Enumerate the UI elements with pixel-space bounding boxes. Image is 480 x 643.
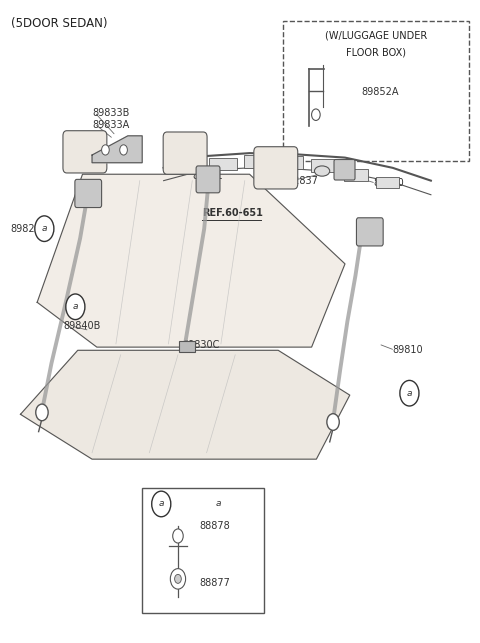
Text: 32837: 32837: [288, 176, 319, 186]
Bar: [244, 155, 270, 168]
Circle shape: [35, 216, 54, 242]
Bar: [180, 341, 195, 352]
FancyBboxPatch shape: [254, 147, 298, 189]
Circle shape: [312, 109, 320, 120]
Polygon shape: [37, 174, 345, 347]
Bar: [209, 158, 237, 170]
Circle shape: [120, 145, 127, 155]
FancyBboxPatch shape: [357, 218, 383, 246]
Circle shape: [175, 574, 181, 583]
Circle shape: [36, 404, 48, 421]
Circle shape: [152, 491, 171, 517]
Text: 89852A: 89852A: [362, 87, 399, 97]
FancyBboxPatch shape: [196, 166, 220, 193]
Bar: [311, 159, 336, 172]
Text: 89810: 89810: [393, 345, 423, 356]
FancyBboxPatch shape: [63, 131, 107, 173]
Circle shape: [400, 381, 419, 406]
Bar: [277, 156, 302, 169]
Text: (W/LUGGAGE UNDER: (W/LUGGAGE UNDER: [325, 30, 427, 41]
Bar: [344, 169, 368, 181]
Text: REF.60-651: REF.60-651: [202, 208, 263, 218]
Text: 89850: 89850: [373, 178, 404, 188]
Text: 88877: 88877: [199, 577, 230, 588]
Text: 89840B: 89840B: [63, 321, 101, 331]
Circle shape: [170, 568, 186, 589]
Circle shape: [66, 294, 85, 320]
Text: 89820: 89820: [10, 224, 41, 233]
Polygon shape: [92, 136, 142, 163]
Circle shape: [327, 413, 339, 430]
Text: a: a: [72, 302, 78, 311]
FancyBboxPatch shape: [75, 179, 102, 208]
Text: 88878: 88878: [199, 521, 230, 531]
Text: a: a: [216, 500, 221, 509]
Text: 89801: 89801: [192, 170, 223, 181]
Text: FLOOR BOX): FLOOR BOX): [346, 48, 406, 57]
Text: (5DOOR SEDAN): (5DOOR SEDAN): [11, 17, 108, 30]
Text: a: a: [42, 224, 47, 233]
Bar: [142, 488, 264, 613]
Circle shape: [102, 145, 109, 155]
Text: 89833A: 89833A: [92, 120, 129, 130]
FancyBboxPatch shape: [334, 159, 355, 180]
Ellipse shape: [314, 166, 330, 176]
Bar: [376, 177, 399, 188]
Bar: [283, 21, 469, 161]
Text: 89833B: 89833B: [92, 109, 130, 118]
Polygon shape: [21, 350, 350, 459]
FancyBboxPatch shape: [163, 132, 207, 174]
Circle shape: [173, 529, 183, 543]
Text: a: a: [158, 500, 164, 509]
Text: a: a: [407, 389, 412, 398]
Circle shape: [209, 491, 228, 517]
Text: 89830C: 89830C: [183, 340, 220, 350]
